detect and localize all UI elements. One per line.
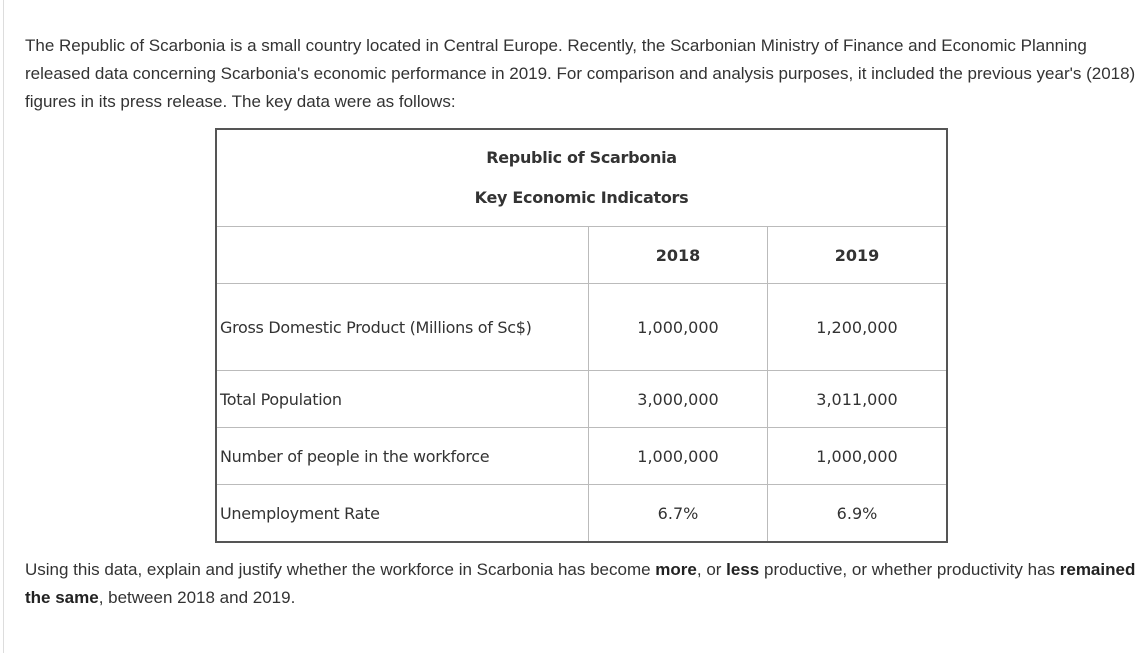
text-segment: , between 2018 and 2019.: [98, 588, 296, 607]
title-row: Republic of Scarbonia Key Economic Indic…: [215, 128, 948, 227]
intro-paragraph: The Republic of Scarbonia is a small cou…: [25, 36, 1136, 111]
table-row: Unemployment Rate 6.7% 6.9%: [215, 484, 948, 543]
table-row: Number of people in the workforce 1,000,0…: [215, 427, 948, 485]
header-cell: [215, 226, 589, 284]
header-row: 2018 2019: [215, 226, 948, 284]
value-cell: 3,000,000: [588, 370, 768, 428]
indicators-table: Republic of Scarbonia Key Economic Indic…: [215, 128, 948, 543]
value-cell: 1,000,000: [767, 427, 948, 485]
header-cell: 2019: [767, 226, 948, 284]
text-segment: , or: [696, 560, 727, 579]
left-border: [3, 0, 4, 653]
row-label: Number of people in the workforce: [215, 427, 589, 485]
text-segment: productive, or whether productivity has: [759, 560, 1060, 579]
question-paragraph: Using this data, explain and justify whe…: [25, 556, 1137, 612]
title-cell: Republic of Scarbonia Key Economic Indic…: [215, 128, 948, 227]
row-label: Unemployment Rate: [215, 484, 589, 543]
value-cell: 6.9%: [767, 484, 948, 543]
value-cell: 3,011,000: [767, 370, 948, 428]
emphasis: remained the same: [25, 560, 1136, 607]
table-title: Republic of Scarbonia: [486, 148, 677, 167]
header-cell: 2018: [588, 226, 768, 284]
value-cell: 6.7%: [588, 484, 768, 543]
row-label: Gross Domestic Product (Millions of Sc$): [215, 283, 589, 371]
table-row: Gross Domestic Product (Millions of Sc$)…: [215, 283, 948, 371]
emphasis: more: [655, 560, 697, 579]
emphasis: less: [726, 560, 760, 579]
value-cell: 1,000,000: [588, 283, 768, 371]
table-row: Total Population 3,000,000 3,011,000: [215, 370, 948, 428]
value-cell: 1,200,000: [767, 283, 948, 371]
row-label: Total Population: [215, 370, 589, 428]
text-segment: Using this data, explain and justify whe…: [25, 560, 656, 579]
table-subtitle: Key Economic Indicators: [474, 188, 689, 207]
value-cell: 1,000,000: [588, 427, 768, 485]
